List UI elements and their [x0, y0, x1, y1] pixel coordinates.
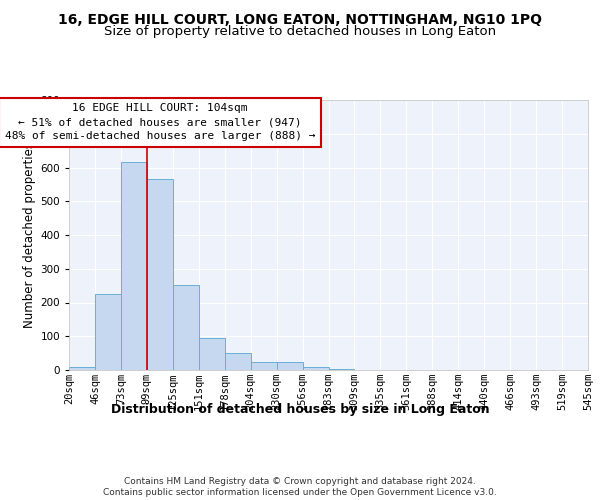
Bar — [173, 284, 199, 370]
Bar — [121, 162, 147, 370]
Text: Size of property relative to detached houses in Long Eaton: Size of property relative to detached ho… — [104, 25, 496, 38]
Bar — [251, 362, 277, 370]
Bar — [225, 353, 251, 370]
Bar — [199, 338, 224, 370]
Text: 16 EDGE HILL COURT: 104sqm
← 51% of detached houses are smaller (947)
48% of sem: 16 EDGE HILL COURT: 104sqm ← 51% of deta… — [5, 104, 315, 142]
Bar — [69, 366, 95, 370]
Bar — [277, 362, 302, 370]
Y-axis label: Number of detached properties: Number of detached properties — [23, 142, 36, 328]
Bar — [302, 368, 329, 370]
Text: Distribution of detached houses by size in Long Eaton: Distribution of detached houses by size … — [110, 402, 490, 415]
Bar — [95, 294, 121, 370]
Text: Contains HM Land Registry data © Crown copyright and database right 2024.
Contai: Contains HM Land Registry data © Crown c… — [103, 478, 497, 497]
Text: 16, EDGE HILL COURT, LONG EATON, NOTTINGHAM, NG10 1PQ: 16, EDGE HILL COURT, LONG EATON, NOTTING… — [58, 12, 542, 26]
Bar — [329, 369, 355, 370]
Bar — [147, 180, 173, 370]
